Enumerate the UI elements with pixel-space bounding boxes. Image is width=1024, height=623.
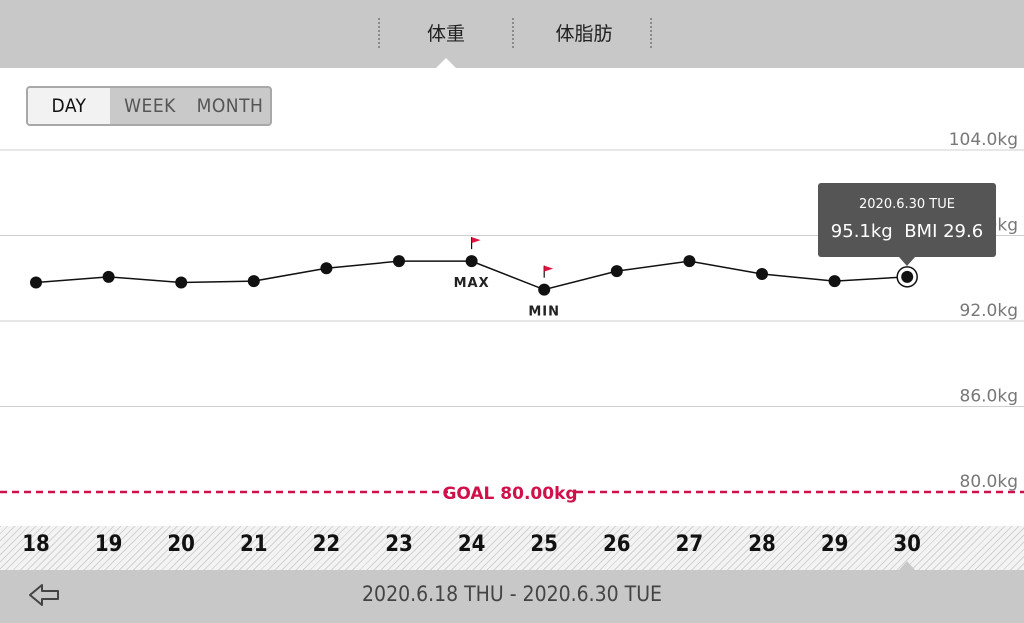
max-label: MAX bbox=[454, 276, 490, 291]
tooltip-bmi: BMI 29.6 bbox=[904, 221, 984, 242]
period-week-button[interactable]: WEEK bbox=[124, 95, 176, 117]
tab-separator bbox=[378, 18, 380, 48]
data-point bbox=[30, 276, 42, 289]
tab-weight[interactable]: 体重 bbox=[426, 23, 465, 45]
x-axis-day-label[interactable]: 25 bbox=[530, 532, 558, 557]
flag-icon bbox=[471, 237, 481, 244]
data-point bbox=[320, 262, 333, 275]
data-point bbox=[901, 270, 914, 283]
data-point bbox=[538, 283, 551, 296]
data-point bbox=[393, 255, 405, 268]
tooltip-tail bbox=[899, 257, 915, 266]
tooltip-values: 95.1kg BMI 29.6 bbox=[818, 221, 996, 242]
x-axis-strip[interactable] bbox=[0, 526, 1024, 570]
x-axis-day-label[interactable]: 21 bbox=[240, 532, 268, 557]
data-point bbox=[175, 276, 188, 289]
data-point bbox=[465, 255, 478, 268]
x-axis-day-label[interactable]: 26 bbox=[603, 532, 631, 557]
y-tick-label: 104.0kg bbox=[949, 130, 1018, 150]
data-point bbox=[683, 255, 696, 268]
period-month-button[interactable]: MONTH bbox=[196, 95, 264, 117]
min-label: MIN bbox=[528, 305, 560, 320]
x-axis-day-label[interactable]: 29 bbox=[820, 532, 849, 557]
tooltip-date: 2020.6.30 TUE bbox=[859, 197, 955, 212]
goal-label: GOAL 80.00kg bbox=[442, 484, 577, 504]
x-axis-day-label[interactable]: 27 bbox=[675, 532, 704, 557]
tab-separator bbox=[512, 18, 514, 48]
tab-separator bbox=[650, 18, 652, 48]
y-tick-label: 92.0kg bbox=[960, 301, 1019, 321]
x-axis-day-label[interactable]: 18 bbox=[22, 532, 50, 557]
data-point bbox=[610, 265, 623, 278]
tab-body-fat[interactable]: 体脂肪 bbox=[555, 23, 613, 45]
y-tick-label: 80.0kg bbox=[960, 472, 1019, 492]
data-point bbox=[756, 267, 768, 280]
flag-icon bbox=[544, 265, 554, 272]
y-tick-label: 86.0kg bbox=[960, 387, 1019, 407]
value-tooltip: 2020.6.30 TUE 95.1kg BMI 29.6 bbox=[818, 183, 996, 257]
x-axis-day-label[interactable]: 30 bbox=[893, 532, 921, 557]
x-axis-day-label[interactable]: 28 bbox=[748, 532, 776, 557]
data-point bbox=[828, 275, 841, 288]
data-point bbox=[247, 275, 260, 288]
data-point bbox=[102, 270, 115, 283]
date-range-label: 2020.6.18 THU - 2020.6.30 TUE bbox=[362, 582, 662, 606]
tooltip-weight: 95.1kg bbox=[830, 221, 893, 242]
period-day-button[interactable]: DAY bbox=[28, 88, 110, 124]
date-range-bar bbox=[0, 570, 1024, 623]
x-axis-day-label[interactable]: 24 bbox=[457, 532, 486, 557]
x-axis-day-label[interactable]: 23 bbox=[385, 532, 413, 557]
period-selector: DAY WEEK MONTH bbox=[26, 86, 272, 126]
x-axis-day-label[interactable]: 19 bbox=[94, 532, 123, 557]
goal-label-bg bbox=[448, 480, 572, 504]
x-axis-day-label[interactable]: 22 bbox=[312, 532, 341, 557]
selected-tab-pointer bbox=[436, 58, 456, 68]
x-axis-day-label[interactable]: 20 bbox=[167, 532, 195, 557]
selected-day-caret bbox=[899, 561, 915, 570]
left-arrow-icon[interactable] bbox=[28, 580, 62, 610]
